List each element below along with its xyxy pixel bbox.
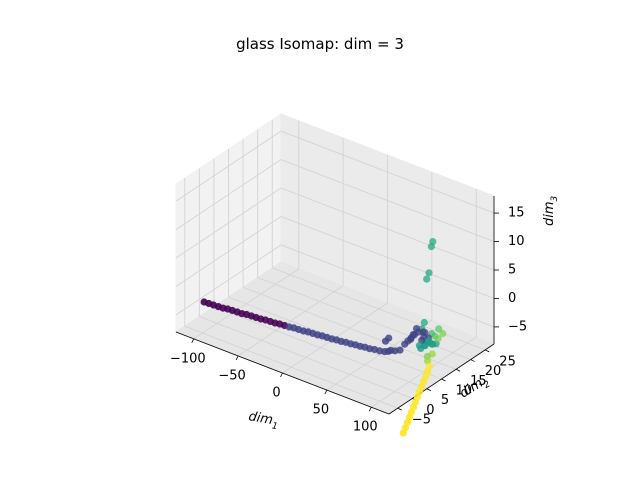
data-point: [399, 429, 407, 437]
data-point: [425, 269, 433, 277]
data-point: [412, 325, 421, 333]
data-point: [420, 318, 428, 327]
x-tick-label: −50: [218, 368, 245, 383]
x-axis-label-sub: 1: [271, 421, 278, 432]
x-tick-mark: [368, 406, 372, 412]
data-point: [427, 243, 435, 251]
x-tick-label: 100: [353, 420, 378, 435]
x-tick-mark: [191, 338, 195, 344]
gridline-y-floor: [184, 325, 398, 409]
y-tick-label: 0: [426, 403, 434, 418]
x-tick-label: 50: [313, 403, 330, 418]
gridline-y-floor: [199, 316, 413, 399]
data-point: [409, 331, 417, 339]
y-tick-mark: [470, 359, 475, 362]
z-tick-label: 0: [508, 291, 516, 306]
data-point: [381, 348, 389, 356]
z-axis-label-base: dim: [542, 201, 557, 226]
gridline-z-back: [280, 244, 495, 328]
gridline-z-back: [280, 159, 495, 242]
gridline-z-back: [280, 130, 495, 214]
gridline-y-floor: [272, 267, 486, 351]
y-tick-label: −5: [412, 413, 431, 428]
gridline-z-left: [175, 244, 282, 316]
z-tick-label: 10: [508, 234, 525, 249]
gridline-z-left: [175, 187, 282, 259]
z-axis-label: dim3: [542, 195, 560, 226]
gridline-y-floor: [242, 286, 457, 370]
x-tick-label: −100: [170, 351, 206, 366]
gridline-z-back: [280, 216, 495, 299]
z-axis-label-sub: 3: [550, 195, 560, 201]
x-axis-label-base: dim: [247, 409, 274, 428]
y-tick-mark: [455, 368, 461, 372]
z-tick-label: 15: [508, 206, 525, 221]
y-tick-label: 20: [485, 364, 502, 379]
data-point: [401, 340, 409, 348]
chart-title: glass Isomap: dim = 3: [236, 35, 404, 53]
gridline-z-left: [175, 216, 282, 287]
y-tick-label: 10: [456, 384, 473, 399]
x-axis-label: dim1: [247, 409, 280, 432]
data-point: [423, 275, 431, 283]
gridline-z-left: [175, 159, 282, 230]
z-tick-label: −5: [508, 319, 527, 334]
x-tick-label: 0: [272, 386, 280, 401]
x-tick-mark: [235, 355, 239, 361]
x-tick-mark: [280, 372, 283, 378]
z-tick-label: 5: [508, 263, 516, 278]
y-tick-mark: [485, 349, 490, 353]
data-point: [415, 341, 423, 350]
data-point: [435, 325, 443, 333]
x-tick-mark: [324, 389, 328, 395]
y-tick-label: 25: [499, 354, 516, 369]
y-tick-mark: [426, 388, 432, 392]
y-tick-mark: [397, 407, 402, 411]
gridline-z-left: [175, 130, 282, 202]
y-axis-label-sub: 2: [482, 379, 492, 391]
gridline-y-floor: [213, 306, 428, 390]
data-point: [381, 337, 390, 345]
data-points: [200, 238, 447, 437]
data-point: [439, 329, 447, 338]
y-tick-mark: [441, 378, 446, 382]
gridline-z-back: [280, 187, 495, 271]
y-tick-label: 15: [470, 374, 487, 389]
y-tick-label: 5: [441, 393, 449, 408]
